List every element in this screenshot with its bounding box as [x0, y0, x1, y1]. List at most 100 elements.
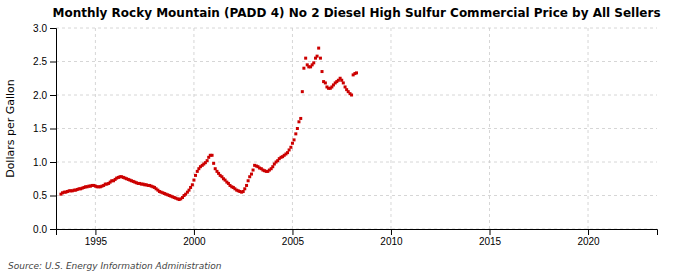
point [299, 117, 302, 120]
point [324, 81, 327, 84]
tick: 1995 [85, 229, 108, 247]
point [286, 151, 289, 154]
point [340, 79, 343, 82]
point [312, 61, 315, 64]
point [342, 81, 345, 84]
tick-label: 1995 [85, 236, 108, 247]
point [242, 190, 245, 193]
point [245, 184, 248, 187]
point [355, 71, 358, 74]
tick: 2.5 [33, 56, 56, 67]
grid-line [56, 28, 657, 29]
grid-line [56, 95, 657, 96]
point [293, 138, 296, 141]
point [291, 142, 294, 145]
point [250, 173, 253, 176]
tick: 2005 [282, 229, 305, 247]
tick: 1.5 [33, 123, 56, 134]
tick-mark [391, 229, 392, 235]
tick-label: 2015 [479, 236, 502, 247]
tick-mark [588, 229, 589, 235]
grid-line [489, 28, 490, 229]
point [302, 67, 305, 70]
y-axis: 0.0 0.5 1.0 1.5 2.0 2.5 3.0 [33, 23, 56, 235]
point [243, 187, 246, 190]
tick-label: 2020 [577, 236, 600, 247]
grid-line [588, 28, 589, 229]
tick: 0.5 [33, 190, 56, 201]
point [189, 186, 192, 189]
tick-label: 2.0 [33, 90, 47, 101]
point [212, 162, 215, 165]
tick-label: 1.0 [33, 157, 47, 168]
point [191, 183, 194, 186]
point [196, 170, 199, 173]
grid-line [292, 28, 293, 229]
tick: 2.0 [33, 90, 56, 101]
grid [56, 28, 657, 229]
chart: 1995 2000 2005 2010 2015 2020 0.0 0.5 1.0 1.5 2.0 2… [0, 0, 675, 275]
tick: 1.0 [33, 157, 56, 168]
tick-mark [50, 162, 56, 163]
point [194, 174, 197, 177]
tick-label: 1.5 [33, 123, 47, 134]
point [344, 85, 347, 88]
point [304, 57, 307, 60]
point [271, 165, 274, 168]
grid-line [56, 195, 657, 196]
tick-mark [194, 229, 195, 235]
tick-label: 2010 [380, 236, 403, 247]
tick: 2010 [380, 229, 403, 247]
point [247, 179, 250, 182]
tick-mark [50, 95, 56, 96]
point [321, 70, 324, 73]
point [288, 148, 291, 151]
annotation: Source: U.S. Energy Information Administ… [8, 261, 222, 271]
point [319, 57, 322, 60]
point [252, 169, 255, 172]
point [192, 179, 195, 182]
title: Monthly Rocky Mountain (PADD 4) No 2 Die… [52, 6, 660, 20]
grid-line [56, 61, 657, 62]
point [317, 47, 320, 50]
tick-label: 2005 [282, 236, 305, 247]
tick-label: 2.5 [33, 56, 47, 67]
tick: 2015 [479, 229, 502, 247]
grid-line [56, 162, 657, 163]
tick-mark [490, 229, 491, 235]
tick-mark [50, 62, 56, 63]
axis-line [57, 230, 658, 236]
point [350, 94, 353, 97]
grid-line [56, 128, 657, 129]
grid-line [193, 28, 194, 229]
tick: 2000 [183, 229, 206, 247]
point [248, 175, 251, 178]
tick-mark [292, 229, 293, 235]
tick-label: 2000 [183, 236, 206, 247]
plot-area: 1995 2000 2005 2010 2015 2020 0.0 0.5 1.0 1.5 2.0 2… [33, 23, 657, 247]
y-axis-label: Dollars per Gallon [4, 79, 17, 178]
axis-line [50, 29, 57, 230]
points [59, 47, 358, 201]
point [206, 159, 209, 162]
tick: 3.0 [33, 23, 56, 34]
point [296, 127, 299, 130]
tick-label: 0.5 [33, 190, 47, 201]
tick-label: 0.0 [33, 224, 47, 235]
point [188, 189, 191, 192]
point [214, 167, 217, 170]
tick-mark [95, 229, 96, 235]
grid-line [95, 28, 96, 229]
tick-mark [50, 196, 56, 197]
tick: 2020 [577, 229, 600, 247]
x-axis: 1995 2000 2005 2010 2015 2020 [57, 229, 658, 247]
point [294, 132, 297, 135]
tick: 0.0 [33, 224, 56, 235]
point [316, 55, 319, 58]
point [289, 146, 292, 149]
tick-mark [50, 129, 56, 130]
tick-mark [50, 28, 56, 29]
tick-mark [50, 229, 56, 230]
point [301, 90, 304, 93]
point [211, 154, 214, 157]
